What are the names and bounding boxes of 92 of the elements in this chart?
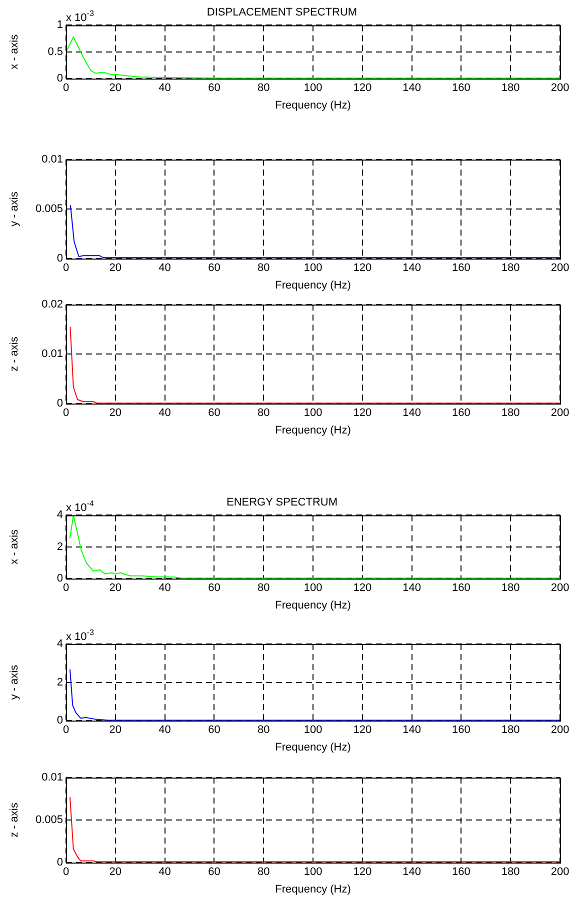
y-tick-label: 0.01 (42, 348, 63, 360)
x-tick-label: 100 (304, 262, 322, 274)
x-tick-label: 100 (304, 82, 322, 94)
y-tick-label: 0 (56, 714, 63, 727)
x-tick-label: 40 (158, 724, 171, 736)
x-tick-label: 160 (452, 724, 470, 736)
x-tick-label: 120 (353, 82, 372, 94)
x-axis-title: Frequency (Hz) (275, 741, 351, 754)
x-tick-label: 160 (452, 82, 470, 94)
x-tick-label: 200 (550, 82, 570, 94)
x-tick-label: 200 (550, 866, 570, 878)
x-tick-label: 120 (353, 262, 372, 274)
y-tick-label: 0.01 (42, 154, 63, 166)
x-tick-label: 20 (109, 262, 122, 274)
x-tick-label: 80 (257, 82, 270, 94)
y-tick-label: 0.02 (42, 298, 63, 311)
x-tick-label: 180 (501, 82, 520, 94)
x-tick-label: 80 (257, 724, 270, 736)
x-tick-label: 20 (109, 82, 122, 94)
y-tick-label: 0 (56, 72, 63, 85)
y-axis-title: x - axis (8, 34, 21, 70)
x-tick-label: 20 (109, 724, 122, 736)
y-tick-label: 4 (56, 638, 63, 650)
x-tick-label: 40 (158, 866, 171, 878)
y-tick-label: 0 (56, 398, 63, 410)
x-tick-label: 80 (257, 407, 270, 420)
x-tick-label: 160 (452, 262, 470, 274)
x-tick-label: 180 (501, 866, 520, 878)
x-tick-label: 200 (550, 407, 570, 420)
x-tick-label: 180 (501, 262, 520, 274)
x-tick-label: 160 (452, 582, 470, 594)
x-tick-label: 40 (158, 407, 171, 420)
x-tick-label: 60 (208, 407, 220, 420)
x-tick-label: 140 (402, 866, 421, 878)
x-tick-label: 120 (353, 407, 372, 420)
x-tick-label: 40 (158, 582, 171, 594)
x-tick-label: 20 (109, 407, 122, 420)
y-tick-label: 0.01 (42, 772, 63, 784)
x-axis-title: Frequency (Hz) (275, 883, 351, 896)
x-tick-label: 100 (304, 407, 322, 420)
x-tick-label: 140 (402, 582, 421, 594)
y-tick-label: 2 (56, 676, 63, 688)
y-tick-label: 0.005 (35, 203, 63, 216)
x-tick-label: 40 (158, 262, 171, 274)
y-axis-title: x - axis (8, 528, 21, 564)
x-tick-label: 160 (452, 407, 470, 420)
x-tick-label: 20 (109, 866, 122, 878)
x-tick-label: 80 (257, 582, 270, 594)
x-tick-label: 60 (208, 582, 220, 594)
x-tick-label: 60 (208, 82, 220, 94)
x-tick-label: 140 (402, 82, 421, 94)
y-tick-label: 0 (56, 856, 63, 869)
x-tick-label: 120 (353, 866, 372, 878)
chart-title: ENERGY SPECTRUM (226, 496, 338, 509)
x-tick-label: 180 (501, 407, 520, 420)
x-tick-label: 80 (257, 262, 270, 274)
x-tick-label: 100 (304, 582, 322, 594)
y-tick-label: 1 (56, 19, 63, 32)
x-tick-label: 200 (550, 582, 570, 594)
x-tick-label: 60 (208, 724, 220, 736)
x-tick-label: 160 (452, 866, 470, 878)
y-tick-label: 0.5 (48, 46, 63, 58)
y-tick-label: 4 (56, 509, 63, 522)
y-axis-title: z - axis (8, 802, 21, 838)
y-axis-title: y - axis (8, 191, 21, 227)
x-axis-title: Frequency (Hz) (275, 424, 351, 436)
x-tick-label: 100 (304, 724, 322, 736)
x-tick-label: 40 (158, 82, 171, 94)
y-tick-label: 2 (56, 540, 63, 553)
y-axis-title: z - axis (8, 336, 21, 372)
x-axis-title: Frequency (Hz) (275, 279, 351, 292)
x-axis-title: Frequency (Hz) (275, 99, 351, 112)
chart-title: DISPLACEMENT SPECTRUM (206, 6, 358, 19)
x-tick-label: 20 (109, 582, 122, 594)
x-tick-label: 200 (550, 724, 570, 736)
x-axis-title: Frequency (Hz) (275, 599, 351, 612)
x-tick-label: 140 (402, 262, 421, 274)
y-tick-label: 0 (56, 252, 63, 265)
x-tick-label: 60 (208, 866, 220, 878)
y-tick-label: 0 (56, 572, 63, 585)
x-tick-label: 60 (208, 262, 220, 274)
x-tick-label: 140 (402, 407, 421, 420)
x-tick-label: 120 (353, 724, 372, 736)
x-tick-label: 80 (257, 866, 270, 878)
y-tick-label: 0.005 (35, 814, 63, 826)
x-tick-label: 200 (550, 262, 570, 274)
x-tick-label: 180 (501, 582, 520, 594)
x-tick-label: 140 (402, 724, 421, 736)
x-tick-label: 120 (353, 582, 372, 594)
x-tick-label: 180 (501, 724, 520, 736)
y-axis-title: y - axis (8, 664, 21, 700)
x-tick-label: 100 (304, 866, 322, 878)
